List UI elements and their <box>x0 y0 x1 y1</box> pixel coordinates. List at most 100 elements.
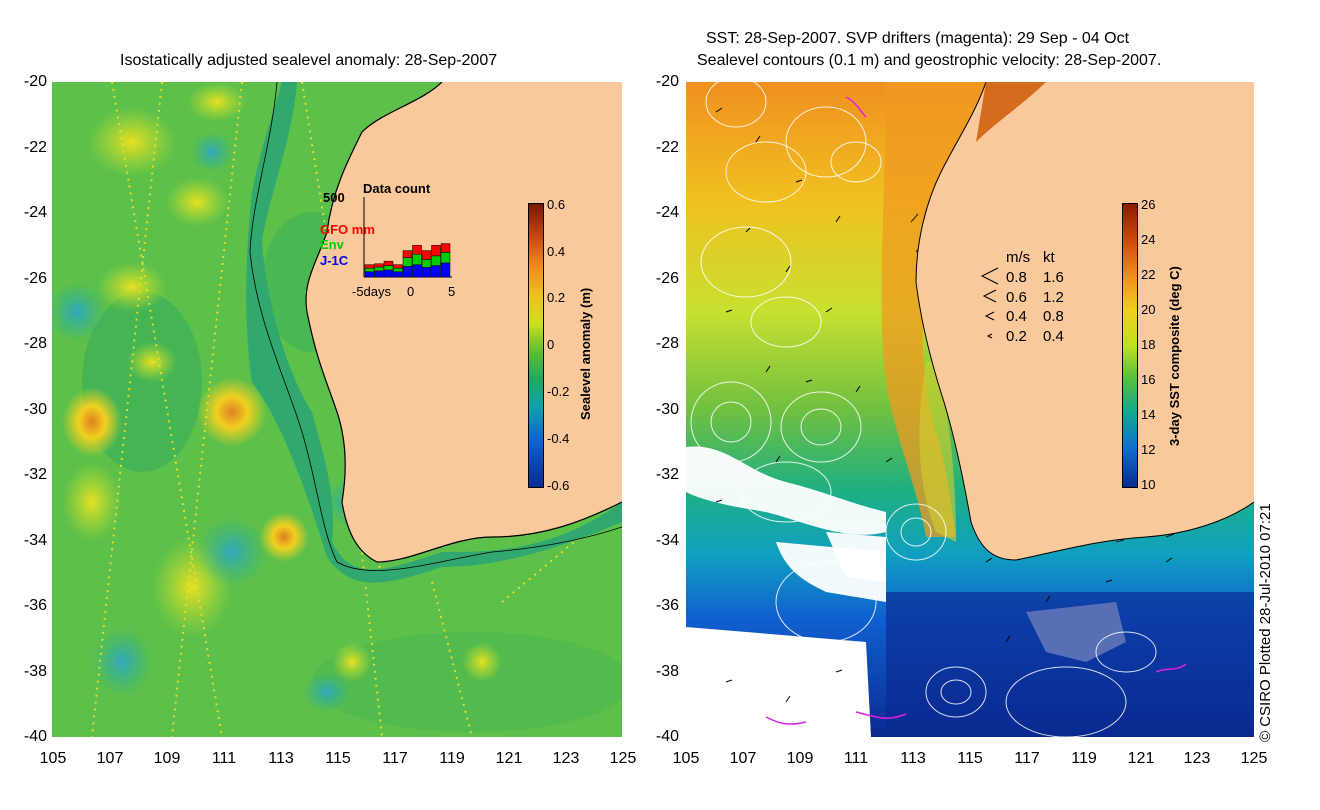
sst-map[interactable] <box>686 82 1254 737</box>
velocity-legend-ms: 0.4 <box>1006 308 1027 325</box>
lon-label: 125 <box>1240 750 1268 767</box>
lat-label: -24 <box>23 204 47 221</box>
inset-legend-gfo: GFO mm <box>320 222 375 237</box>
lon-label: 113 <box>268 750 294 767</box>
lon-label: 123 <box>552 750 580 767</box>
colorbar-tick: -0.4 <box>547 431 570 446</box>
inset-y-max: 500 <box>323 190 345 205</box>
lat-label: -26 <box>23 270 47 287</box>
colorbar-tick: -0.6 <box>547 478 570 493</box>
colorbar-tick: 0.4 <box>547 244 566 259</box>
sealevel-colorbar <box>528 203 544 488</box>
lon-label: 125 <box>609 750 637 767</box>
inset-bar-gfo <box>402 250 413 258</box>
inset-x-label-zero: 0 <box>407 284 415 299</box>
sla-high-3 <box>259 512 309 562</box>
velocity-legend-ms: 0.6 <box>1006 289 1027 306</box>
colorbar-tick: 22 <box>1141 267 1156 282</box>
inset-bar-j1c <box>364 271 375 278</box>
lon-label: 119 <box>1071 750 1097 767</box>
colorbar-tick: -0.2 <box>547 384 570 399</box>
inset-bar-j1c <box>402 266 413 278</box>
lon-label: 109 <box>153 750 181 767</box>
inset-bar-j1c <box>421 267 432 278</box>
lon-label: 117 <box>1014 750 1040 767</box>
inset-bar-env <box>440 252 451 264</box>
velocity-legend-kt: 0.8 <box>1043 308 1064 325</box>
lon-label: 123 <box>1183 750 1211 767</box>
inset-bars <box>364 243 451 278</box>
data-count-inset-chart <box>363 197 452 278</box>
inset-bar-env <box>393 267 403 272</box>
lat-label: -30 <box>23 401 47 418</box>
colorbar-tick: 18 <box>1141 337 1156 352</box>
sla-high-2 <box>62 387 122 457</box>
lon-label: 111 <box>843 750 869 767</box>
colorbar-tick: 0.6 <box>547 197 566 212</box>
velocity-legend-kt: 0.4 <box>1043 328 1064 345</box>
inset-x-label-end: 5 <box>448 284 456 299</box>
lat-label: -36 <box>23 597 47 614</box>
australia-land <box>306 82 622 562</box>
inset-bar-env <box>383 265 394 271</box>
inset-bar-gfo <box>412 245 422 255</box>
lat-label: -24 <box>655 204 679 221</box>
velocity-legend-arrows <box>980 267 999 339</box>
lat-label: -38 <box>23 663 47 680</box>
inset-bar-env <box>412 253 422 265</box>
inset-bar-j1c <box>412 264 422 278</box>
colorbar-tick: 24 <box>1141 232 1156 247</box>
inset-bar-gfo <box>364 264 375 269</box>
lat-label: -22 <box>23 139 47 156</box>
inset-legend-env: Env <box>320 237 344 252</box>
right-map-title-line2: Sealevel contours (0.1 m) and geostrophi… <box>697 52 1162 69</box>
continental-shelf <box>246 82 622 583</box>
velocity-legend-kt: 1.6 <box>1043 269 1064 286</box>
inset-bar-env <box>364 267 375 272</box>
sla-high-1 <box>197 377 267 447</box>
lat-label: -20 <box>655 73 679 90</box>
inset-bar-gfo <box>421 250 432 260</box>
cloud-patch <box>686 446 886 535</box>
velocity-legend-ms: 0.8 <box>1006 269 1027 286</box>
velocity-legend-ms: 0.2 <box>1006 328 1027 345</box>
inset-bar-gfo <box>431 245 441 257</box>
lat-label: -40 <box>23 728 47 745</box>
lat-label: -34 <box>23 532 47 549</box>
lon-label: 105 <box>39 750 67 767</box>
lat-label: -28 <box>655 335 679 352</box>
colorbar-tick: 10 <box>1141 477 1156 492</box>
colorbar-tick: 12 <box>1141 442 1156 457</box>
lon-label: 117 <box>382 750 408 767</box>
lat-label: -30 <box>655 401 679 418</box>
inset-x-label-start: -5days <box>352 284 392 299</box>
coastline-sst <box>915 82 1254 561</box>
inset-bar-j1c <box>393 271 403 278</box>
inset-bar-env <box>431 255 441 266</box>
svp-drifter-tracks <box>765 96 1187 725</box>
inset-bar-env <box>421 259 432 268</box>
velocity-legend-kt: 1.2 <box>1043 289 1064 306</box>
csiro-credit: © CSIRO Plotted 28-Jul-2010 07:21 <box>1257 503 1274 742</box>
lon-label: 121 <box>1127 750 1155 767</box>
lon-label: 121 <box>495 750 523 767</box>
inset-bar-gfo <box>440 243 451 253</box>
colorbar-tick: 16 <box>1141 372 1156 387</box>
colorbar-tick: 0.2 <box>547 290 566 305</box>
lon-label: 107 <box>96 750 124 767</box>
lon-label: 115 <box>957 750 983 767</box>
inset-bar-gfo <box>374 263 384 268</box>
lon-label: 105 <box>672 750 700 767</box>
lon-label: 119 <box>439 750 465 767</box>
geostrophic-velocity-arrows <box>715 107 1173 703</box>
sst-colorbar <box>1122 203 1138 488</box>
inset-bar-j1c <box>374 270 384 278</box>
colorbar-tick: 20 <box>1141 302 1156 317</box>
inset-bar-env <box>374 266 384 272</box>
lat-label: -32 <box>655 466 679 483</box>
velocity-legend-header-kt: kt <box>1043 249 1055 266</box>
lon-label: 115 <box>325 750 351 767</box>
inset-bar-gfo <box>383 260 394 266</box>
colorbar-tick: 14 <box>1141 407 1156 422</box>
coastline <box>305 82 622 563</box>
